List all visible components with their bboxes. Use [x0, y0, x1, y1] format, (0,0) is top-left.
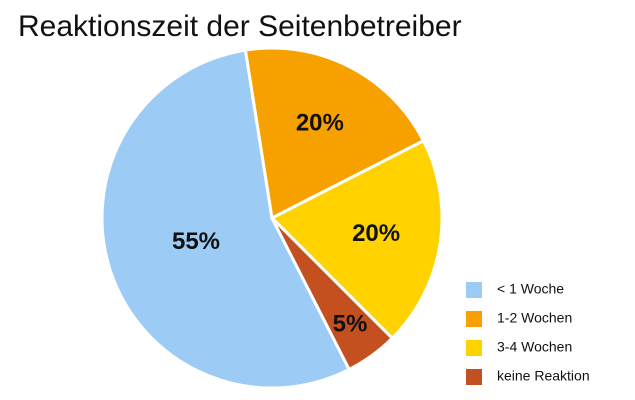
- legend-swatch: [466, 369, 482, 385]
- pie-slice: [100, 48, 352, 390]
- legend-swatch: [466, 340, 482, 356]
- pie-slice: [270, 216, 395, 372]
- legend-label: 1-2 Wochen: [497, 310, 572, 326]
- chart-title: Reaktionszeit der Seitenbetreiber: [18, 10, 462, 43]
- legend-swatch: [466, 282, 482, 298]
- data-label: 5%: [333, 311, 368, 338]
- data-label: 20%: [296, 109, 344, 136]
- legend-label: 3-4 Wochen: [497, 339, 572, 355]
- legend-swatch: [466, 311, 482, 327]
- pie-slice: [243, 46, 426, 221]
- legend-label: keine Reaktion: [497, 368, 590, 384]
- pie-slice: [269, 138, 444, 341]
- data-label: 55%: [172, 228, 220, 255]
- data-label: 20%: [352, 220, 400, 247]
- legend-label: < 1 Woche: [497, 281, 564, 297]
